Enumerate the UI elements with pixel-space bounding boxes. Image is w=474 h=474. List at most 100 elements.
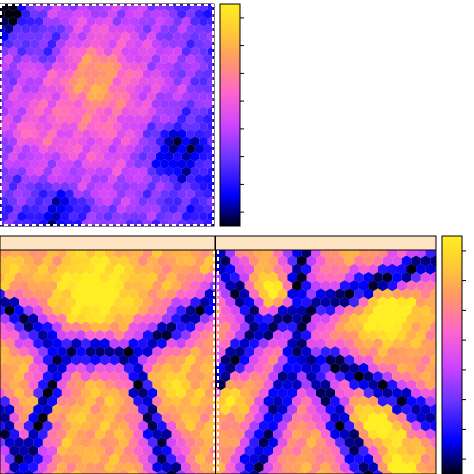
hex-bin — [171, 250, 181, 259]
hex-bin — [33, 420, 43, 432]
hex-bin — [220, 404, 231, 415]
hex-bin — [90, 114, 100, 124]
hex-bin — [349, 412, 359, 424]
hex-bin — [57, 280, 67, 292]
hex-bin — [86, 91, 96, 102]
hex-bin — [358, 412, 369, 424]
hex-bin — [190, 428, 201, 440]
hex-bin — [121, 91, 130, 102]
hex-bin — [173, 31, 182, 42]
hex-bin — [173, 151, 182, 162]
hex-bin — [69, 211, 78, 222]
hex-bin — [344, 453, 355, 465]
hex-bin — [28, 280, 39, 292]
hex-bin — [57, 379, 67, 391]
hex-bin — [392, 404, 402, 415]
hex-bin — [134, 39, 143, 49]
hex-bin — [21, 204, 31, 214]
hex-bin — [363, 272, 374, 283]
hex-bin — [13, 99, 22, 109]
hex-bin — [373, 272, 383, 283]
hex-bin — [320, 329, 331, 341]
hex-bin — [181, 296, 191, 308]
hex-bin — [330, 296, 340, 308]
hex-bin — [116, 9, 126, 19]
hex-bin — [190, 250, 201, 259]
hex-bin — [8, 136, 18, 147]
hex-bin — [103, 16, 113, 27]
hex-bin — [358, 280, 369, 292]
hex-bin — [190, 31, 200, 42]
hex-bin — [117, 0, 126, 4]
hex-bin — [86, 46, 96, 57]
hex-bin — [138, 371, 148, 382]
hex-bin — [349, 280, 359, 292]
hex-bin — [335, 255, 345, 267]
hex-bin — [142, 39, 152, 49]
hex-bin — [185, 255, 196, 267]
hex-bin — [387, 263, 397, 275]
hex-bin — [194, 129, 204, 139]
hex-bin — [171, 395, 181, 407]
hex-bin — [85, 346, 96, 358]
hex-bin — [377, 362, 388, 374]
hex-bin — [368, 445, 378, 457]
hex-bin — [171, 461, 181, 473]
hex-bin — [108, 24, 117, 34]
hex-bin — [114, 250, 124, 259]
hex-bin — [190, 136, 200, 147]
hex-bin — [0, 211, 9, 222]
hex-bin — [125, 129, 135, 139]
hex-bin — [181, 211, 191, 222]
hex-bin — [354, 255, 364, 267]
hex-bin — [121, 76, 130, 87]
hex-bin — [116, 24, 126, 34]
hex-bin — [173, 16, 182, 27]
hex-bin — [406, 412, 417, 424]
hex-bin — [82, 9, 91, 19]
hex-bin — [430, 321, 436, 333]
hex-bin — [401, 288, 412, 300]
hex-bin — [104, 445, 115, 457]
hex-bin — [128, 338, 139, 349]
hex-bin — [95, 296, 105, 308]
hex-bin — [121, 196, 130, 207]
hex-bin — [90, 204, 100, 214]
hex-bin — [199, 16, 208, 27]
hex-bin — [181, 91, 191, 102]
hex-bin — [316, 272, 326, 283]
hex-bin — [28, 263, 39, 275]
hex-bin — [129, 136, 139, 147]
hex-bin — [401, 437, 412, 448]
hex-bin — [155, 106, 165, 117]
hex-bin — [387, 461, 397, 473]
hex-bin — [34, 211, 44, 222]
hex-bin — [60, 46, 70, 57]
hex-bin — [8, 61, 18, 72]
hex-bin — [104, 395, 115, 407]
hex-bin — [0, 263, 10, 275]
hex-bin — [121, 181, 130, 192]
hex-bin — [411, 305, 421, 316]
hex-bin — [47, 69, 57, 79]
hex-bin — [138, 151, 148, 162]
hex-bin — [203, 24, 213, 34]
hex-bin — [152, 296, 162, 308]
hex-bin — [204, 321, 215, 333]
hex-bin — [108, 144, 117, 154]
hex-bin — [34, 106, 44, 117]
hex-bin — [9, 461, 20, 473]
hex-bin — [65, 0, 74, 4]
hex-bin — [220, 387, 231, 399]
hex-bin — [166, 272, 177, 283]
hex-bin — [160, 84, 169, 94]
hex-bin — [71, 338, 81, 349]
hex-bin — [42, 470, 53, 474]
hex-bin — [114, 296, 124, 308]
hex-bin — [99, 39, 109, 49]
hex-bin — [311, 428, 321, 440]
hex-bin — [311, 329, 321, 341]
hex-bin — [90, 420, 100, 432]
hex-bin — [157, 387, 167, 399]
hex-bin — [52, 61, 61, 72]
